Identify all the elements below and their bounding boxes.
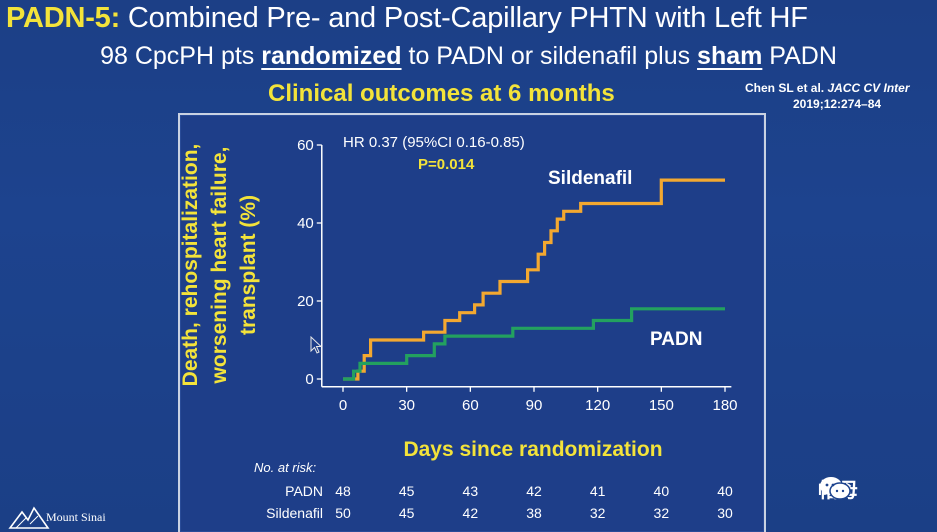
y-axis-label-line: Death, rehospitalization, (179, 144, 202, 387)
x-tick-label: 30 (398, 397, 415, 414)
y-axis-label: Death, rehospitalization, worsening heart… (179, 144, 260, 387)
risk-value: 38 (526, 505, 542, 521)
citation-authors: Chen SL et al. (745, 81, 828, 95)
chart-series (343, 178, 725, 381)
series-label-padn: PADN (650, 329, 702, 350)
risk-row-label: PADN (285, 483, 323, 499)
outcome-heading: Clinical outcomes at 6 months (268, 80, 615, 107)
risk-value: 45 (399, 483, 415, 499)
citation-ref: 2019;12:274–84 (793, 97, 882, 111)
title-text: Combined Pre- and Post-Capillary PHTN wi… (120, 2, 808, 34)
citation: Chen SL et al. JACC CV Inter 2019;12:274… (745, 80, 909, 112)
risk-value: 42 (526, 483, 542, 499)
risk-value: 43 (463, 483, 479, 499)
mouse-cursor-icon (310, 336, 323, 354)
risk-value: 32 (590, 505, 606, 521)
risk-row-label: Sildenafil (266, 505, 323, 521)
y-axis-label-line: worsening heart failure, (208, 147, 231, 385)
risk-value: 30 (717, 505, 733, 521)
series-label-sildenafil: Sildenafil (548, 168, 632, 189)
logo-text: Mount Sinai (46, 510, 106, 524)
title-highlight: PADN-5: (6, 2, 121, 34)
x-tick-label: 120 (585, 397, 610, 414)
risk-value: 48 (335, 483, 351, 499)
risk-value: 41 (590, 483, 606, 499)
x-axis-label: Days since randomization (403, 438, 662, 461)
risk-table-header: No. at risk: (254, 460, 317, 475)
slide-subtitle: 98 CpcPH pts randomized to PADN or silde… (0, 42, 937, 71)
mount-sinai-logo-icon (8, 506, 50, 529)
x-tick-label: 150 (649, 397, 674, 414)
x-tick-label: 0 (339, 397, 347, 414)
risk-value: 40 (654, 483, 670, 499)
y-tick-label: 0 (305, 371, 313, 388)
y-axis-label-line: transplant (%) (237, 195, 260, 335)
series-line-sildenafil (343, 178, 725, 381)
risk-table: No. at risk: PADN 48 45 43 42 41 40 40 Sildenafil… (254, 460, 733, 521)
citation-journal: JACC CV Inter (827, 81, 910, 95)
subtitle-bold-sham: sham (697, 42, 763, 70)
hr-annotation: HR 0.37 (95%CI 0.16-0.85) (343, 134, 525, 151)
y-tick-label: 40 (297, 215, 314, 232)
x-tick-label: 60 (462, 397, 479, 414)
y-tick-label: 60 (297, 137, 314, 154)
subtitle-bold-randomized: randomized (261, 42, 402, 70)
chart-axes: 0 20 40 60 0 30 60 90 120 150 180 (297, 137, 737, 414)
x-tick-label: 90 (526, 397, 543, 414)
chart-labels: Sildenafil PADN HR 0.37 (95%CI 0.16-0.85) P… (179, 134, 702, 461)
x-tick-label: 180 (712, 397, 737, 414)
chart-panel (178, 113, 766, 532)
risk-value: 45 (399, 505, 415, 521)
risk-value: 50 (335, 505, 351, 521)
subtitle-part-2: to PADN or sildenafil plus (401, 42, 698, 70)
p-value-annotation: P=0.014 (418, 156, 475, 173)
risk-value: 40 (717, 483, 733, 499)
subtitle-part-1: 98 CpcPH pts (100, 42, 262, 70)
watermark: 帕母 (818, 474, 858, 503)
chat-bubble-icon (820, 477, 851, 500)
subtitle-part-3: PADN (762, 42, 837, 70)
slide-title: PADN-5: Combined Pre- and Post-Capillary… (6, 2, 808, 35)
series-line-padn (343, 307, 725, 381)
y-tick-label: 20 (297, 293, 314, 310)
risk-value: 32 (654, 505, 670, 521)
risk-value: 42 (463, 505, 479, 521)
